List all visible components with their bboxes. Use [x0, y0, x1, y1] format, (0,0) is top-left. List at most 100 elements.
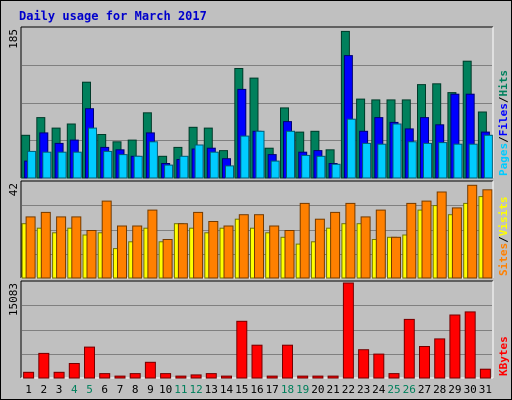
- bar-pages-day-17: [270, 160, 280, 179]
- max-label-kbytes: 15083: [7, 283, 20, 316]
- x-tick-day-14: 14: [220, 383, 234, 396]
- bar-kbytes-day-25: [388, 373, 400, 379]
- x-tick-day-2: 2: [40, 383, 47, 396]
- x-tick-day-18: 18: [281, 383, 294, 396]
- bar-sites-day-23: [360, 216, 371, 279]
- bar-sites-day-12: [193, 211, 204, 279]
- legend-item: Visits: [497, 197, 510, 237]
- bar-kbytes-day-31: [479, 368, 491, 379]
- bar-sites-day-6: [101, 200, 112, 279]
- bar-kbytes-day-13: [205, 373, 217, 379]
- bar-sites-day-29: [451, 207, 462, 279]
- x-tick-day-30: 30: [464, 383, 477, 396]
- bar-sites-day-20: [314, 218, 325, 279]
- bar-kbytes-day-8: [129, 373, 141, 379]
- bar-pages-day-20: [316, 155, 326, 179]
- bar-kbytes-day-2: [38, 352, 50, 379]
- bar-kbytes-day-22: [342, 282, 354, 379]
- bar-kbytes-day-14: [221, 375, 232, 379]
- bar-sites-day-18: [284, 230, 295, 279]
- x-tick-day-4: 4: [71, 383, 78, 396]
- bar-pages-day-14: [225, 165, 234, 179]
- bar-kbytes-day-17: [266, 375, 278, 379]
- bar-pages-day-26: [407, 141, 417, 179]
- bar-sites-day-30: [467, 184, 478, 279]
- x-tick-day-8: 8: [132, 383, 139, 396]
- bar-pages-day-29: [453, 143, 463, 179]
- bar-kbytes-day-11: [175, 375, 187, 379]
- bar-pages-day-22: [346, 118, 356, 179]
- bar-sites-day-13: [208, 221, 219, 279]
- x-tick-day-6: 6: [101, 383, 108, 396]
- bar-sites-day-7: [117, 225, 127, 279]
- bar-sites-day-28: [436, 191, 447, 279]
- bar-kbytes-day-5: [84, 346, 95, 379]
- legend-kbytes: KBytes: [497, 336, 510, 376]
- x-tick-day-28: 28: [433, 383, 446, 396]
- bar-pages-day-31: [483, 134, 493, 179]
- legend-item: /: [497, 96, 510, 103]
- bar-pages-day-13: [209, 151, 219, 179]
- bar-kbytes-day-20: [312, 375, 324, 379]
- bar-kbytes-day-16: [251, 344, 263, 379]
- x-tick-day-31: 31: [479, 383, 492, 396]
- bar-kbytes-day-19: [297, 375, 309, 379]
- bar-sites-day-21: [330, 211, 341, 279]
- legend-item: Files: [497, 103, 510, 136]
- bar-sites-day-17: [269, 225, 280, 279]
- bar-sites-day-14: [223, 225, 234, 279]
- bar-pages-day-4: [72, 151, 82, 179]
- bar-pages-day-16: [255, 130, 265, 179]
- bar-pages-day-3: [57, 151, 67, 179]
- bar-sites-day-16: [254, 214, 264, 279]
- x-tick-day-23: 23: [357, 383, 370, 396]
- bar-sites-day-26: [406, 202, 417, 279]
- x-tick-day-1: 1: [25, 383, 32, 396]
- x-tick-day-5: 5: [86, 383, 93, 396]
- bar-sites-day-8: [132, 225, 143, 279]
- bar-sites-day-22: [345, 202, 356, 279]
- x-tick-day-16: 16: [250, 383, 263, 396]
- bar-kbytes-day-7: [114, 375, 126, 379]
- bar-pages-day-6: [103, 150, 113, 179]
- bar-pages-day-1: [27, 150, 37, 179]
- x-axis-labels: 1 2 3 4 5 6 7 8 9 10 11 12 13 14 15 16 17 18 19 20 21 22 23 24 2…: [25, 383, 492, 396]
- bar-kbytes-day-6: [99, 373, 111, 379]
- x-tick-day-26: 26: [403, 383, 416, 396]
- bar-pages-day-18: [286, 130, 295, 179]
- bar-sites-day-2: [40, 211, 51, 279]
- bar-pages-day-23: [362, 142, 372, 179]
- bar-pages-day-24: [377, 143, 387, 179]
- bar-sites-day-19: [299, 202, 310, 279]
- x-tick-day-9: 9: [147, 383, 154, 396]
- bar-pages-day-21: [331, 163, 341, 179]
- bar-pages-day-9: [148, 141, 158, 179]
- x-tick-day-20: 20: [311, 383, 324, 396]
- bar-sites-day-15: [238, 214, 249, 279]
- x-tick-day-12: 12: [189, 383, 202, 396]
- bar-kbytes-day-21: [327, 375, 339, 379]
- bar-kbytes-day-10: [160, 373, 172, 379]
- legend-item: Sites: [497, 243, 510, 276]
- x-tick-day-17: 17: [266, 383, 279, 396]
- bar-pages-day-15: [240, 135, 250, 179]
- bar-pages-day-8: [133, 155, 143, 179]
- x-tick-day-21: 21: [326, 383, 339, 396]
- bar-kbytes-day-23: [358, 349, 370, 379]
- bar-sites-day-25: [391, 236, 401, 279]
- bar-kbytes-day-30: [464, 311, 476, 379]
- bar-kbytes-day-3: [53, 371, 65, 379]
- bar-pages-day-19: [301, 154, 311, 179]
- x-tick-day-3: 3: [56, 383, 63, 396]
- bar-kbytes-day-26: [403, 318, 415, 379]
- bar-sites-day-5: [86, 230, 97, 279]
- x-tick-day-13: 13: [205, 383, 218, 396]
- panel-visits-sites: 42 Sites/Visits: [7, 180, 510, 279]
- bar-sites-day-11: [177, 223, 188, 279]
- max-label-hits-files-pages: 185: [7, 29, 20, 49]
- bar-kbytes-day-27: [419, 346, 430, 379]
- legend-visits-sites: Sites/Visits: [497, 197, 510, 277]
- bar-kbytes-day-4: [68, 363, 80, 379]
